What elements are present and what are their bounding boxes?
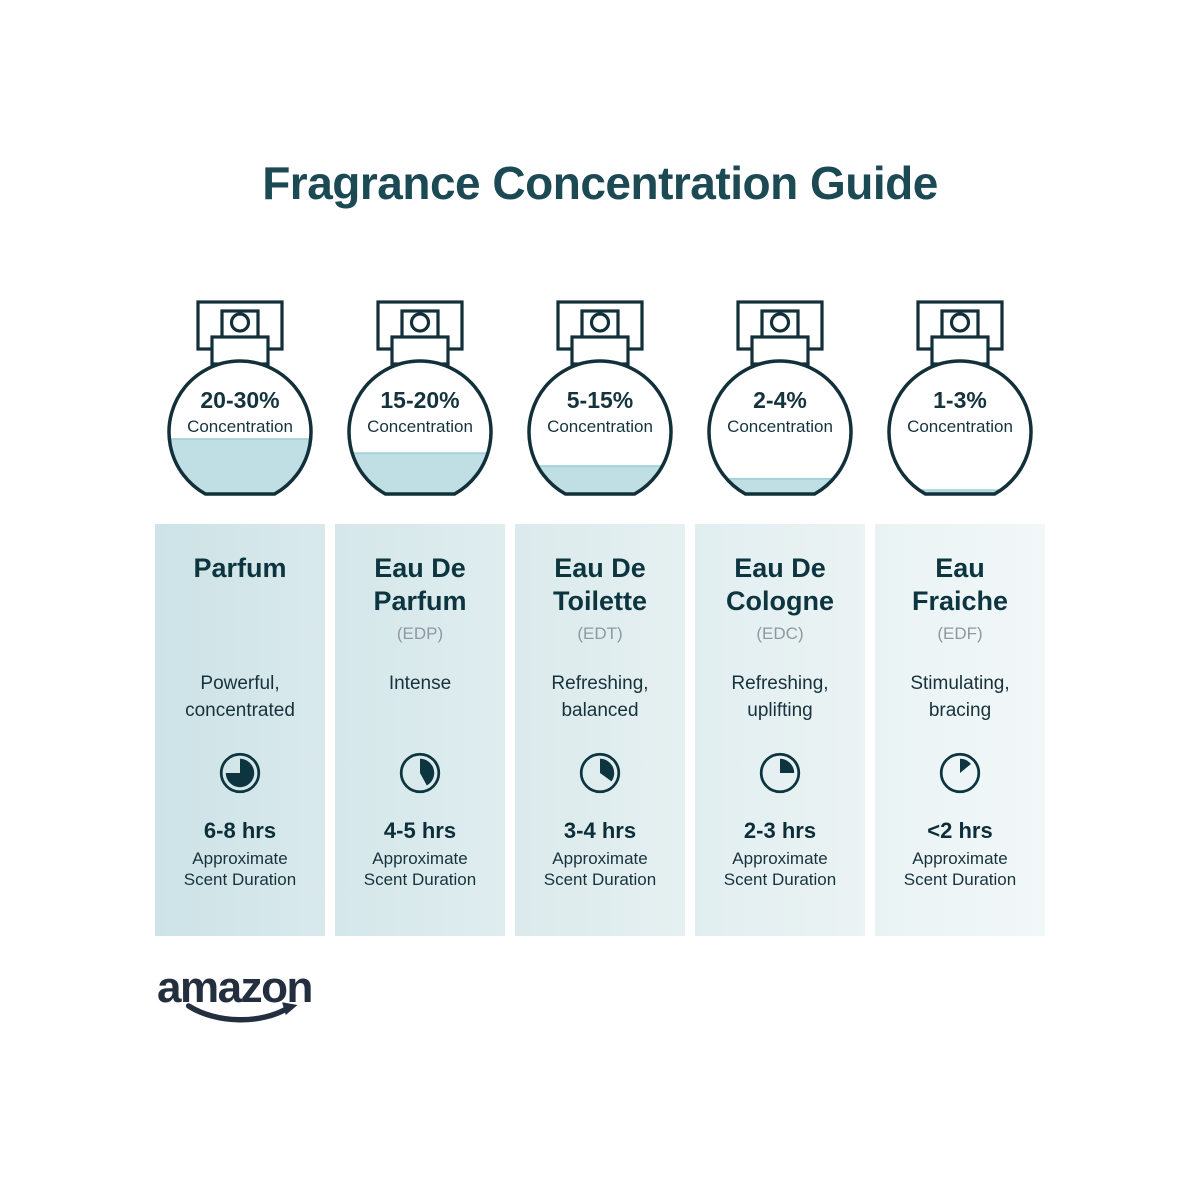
clock-wrap <box>515 740 685 806</box>
duration-value: 6-8 hrs <box>203 818 277 843</box>
card-head: Eau De Cologne (EDC) <box>695 524 865 643</box>
card-abbreviation: (EDP) <box>396 624 444 643</box>
infographic: Fragrance Concentration Guide 20-30% <box>155 0 1045 1028</box>
bottle-column: 2-4% Concentration <box>695 292 865 504</box>
concentration-label: Concentration <box>727 417 833 436</box>
card-abbreviation: (EDF) <box>937 624 983 643</box>
perfume-bottle-icon: 15-20% Concentration <box>347 300 493 496</box>
card-eau-de-cologne: Eau De Cologne (EDC) Refreshing, uplifti… <box>695 524 865 936</box>
card-name: Parfum <box>193 553 287 583</box>
duration-value: <2 hrs <box>927 818 993 843</box>
card-name: Eau De Toilette <box>553 553 647 616</box>
concentration-label: Concentration <box>367 417 473 436</box>
perfume-bottle-icon: 20-30% Concentration <box>167 300 313 496</box>
concentration-label: Concentration <box>187 417 293 436</box>
card-description: Refreshing, balanced <box>551 673 649 721</box>
duration-note: Approximate Scent Duration <box>543 849 657 889</box>
amazon-wordmark: amazon <box>157 963 313 1012</box>
perfume-bottle-icon: 5-15% Concentration <box>527 300 673 496</box>
amazon-smile-icon <box>185 1002 298 1023</box>
cards-row: Parfum Powerful, concentrated 6-8 hrs Ap… <box>155 524 1045 936</box>
card-eau-fraiche: Eau Fraiche (EDF) Stimulating, bracing <… <box>875 524 1045 936</box>
duration-block: 4-5 hrs Approximate Scent Duration <box>335 818 505 890</box>
concentration-label: Concentration <box>907 417 1013 436</box>
perfume-bottle-icon: 2-4% Concentration <box>707 300 853 496</box>
duration-block: 3-4 hrs Approximate Scent Duration <box>515 818 685 890</box>
duration-block: <2 hrs Approximate Scent Duration <box>875 818 1045 890</box>
bottle-column: 15-20% Concentration <box>335 292 505 504</box>
bottles-row: 20-30% Concentration 15-2 <box>155 292 1045 504</box>
card-description: Powerful, concentrated <box>185 673 295 721</box>
card-name: Eau De Cologne <box>726 553 834 616</box>
duration-block: 6-8 hrs Approximate Scent Duration <box>155 818 325 890</box>
card-head: Eau De Parfum (EDP) <box>335 524 505 643</box>
card-head: Eau De Toilette (EDT) <box>515 524 685 643</box>
duration-note: Approximate Scent Duration <box>723 849 837 889</box>
perfume-bottle-icon: 1-3% Concentration <box>887 300 1033 496</box>
duration-value: 2-3 hrs <box>743 818 817 843</box>
concentration-value: 2-4% <box>753 387 807 413</box>
duration-block: 2-3 hrs Approximate Scent Duration <box>695 818 865 890</box>
card-name: Eau Fraiche <box>911 553 1009 616</box>
card-head: Parfum <box>155 524 325 636</box>
duration-note: Approximate Scent Duration <box>903 849 1017 889</box>
clock-icon <box>219 752 261 794</box>
clock-icon <box>399 752 441 794</box>
card-description: Stimulating, bracing <box>910 673 1010 721</box>
clock-icon <box>759 752 801 794</box>
clock-wrap <box>335 740 505 806</box>
page-title: Fragrance Concentration Guide <box>262 157 938 209</box>
concentration-value: 5-15% <box>567 387 633 413</box>
concentration-value: 1-3% <box>933 387 987 413</box>
clock-wrap <box>875 740 1045 806</box>
card-eau-de-toilette: Eau De Toilette (EDT) Refreshing, balanc… <box>515 524 685 936</box>
card-name: Eau De Parfum <box>373 553 467 616</box>
concentration-value: 15-20% <box>380 387 459 413</box>
duration-value: 4-5 hrs <box>383 818 457 843</box>
card-head: Eau Fraiche (EDF) <box>875 524 1045 643</box>
card-parfum: Parfum Powerful, concentrated 6-8 hrs Ap… <box>155 524 325 936</box>
concentration-value: 20-30% <box>200 387 279 413</box>
card-abbreviation: (EDC) <box>756 624 804 643</box>
card-eau-de-parfum: Eau De Parfum (EDP) Intense 4-5 hrs Appr… <box>335 524 505 936</box>
card-abbreviation: (EDT) <box>577 624 623 643</box>
duration-note: Approximate Scent Duration <box>183 849 297 889</box>
clock-wrap <box>695 740 865 806</box>
clock-wrap <box>155 740 325 806</box>
clock-icon <box>939 752 981 794</box>
bottle-column: 20-30% Concentration <box>155 292 325 504</box>
card-description: Refreshing, uplifting <box>731 673 829 721</box>
card-description: Intense <box>388 673 452 694</box>
duration-note: Approximate Scent Duration <box>363 849 477 889</box>
concentration-label: Concentration <box>547 417 653 436</box>
duration-value: 3-4 hrs <box>563 818 637 843</box>
amazon-logo: amazon <box>155 966 1045 1028</box>
clock-icon <box>579 752 621 794</box>
bottle-column: 1-3% Concentration <box>875 292 1045 504</box>
bottle-column: 5-15% Concentration <box>515 292 685 504</box>
